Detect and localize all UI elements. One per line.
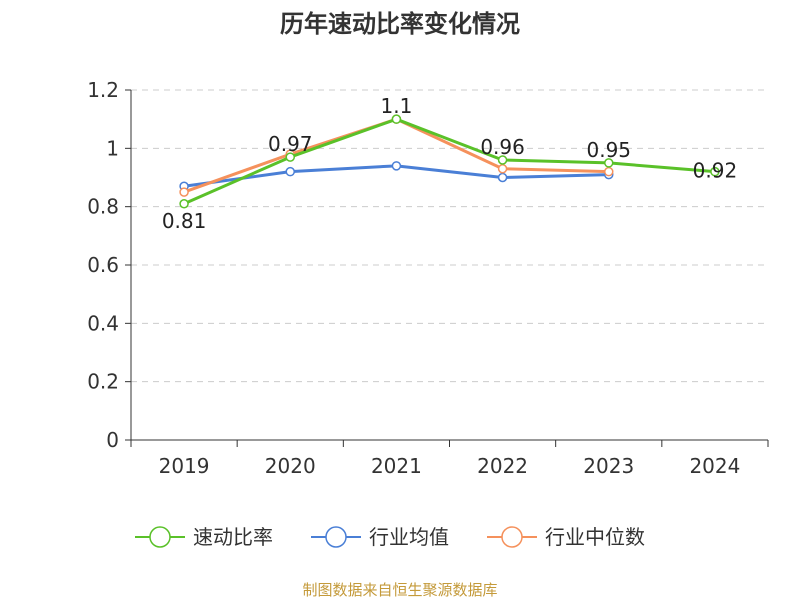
data-label: 0.92 xyxy=(693,159,738,183)
legend-label: 速动比率 xyxy=(193,525,273,549)
data-label: 1.1 xyxy=(381,94,413,118)
series-point-2[interactable] xyxy=(604,166,614,177)
x-tick-label: 2020 xyxy=(265,454,316,478)
y-tick-label: 0.4 xyxy=(87,311,119,335)
source-note: 制图数据来自恒生聚源数据库 xyxy=(302,581,497,599)
legend[interactable]: 速动比率 行业均值 行业中位数 xyxy=(135,525,645,549)
series-point-0[interactable] xyxy=(179,199,189,209)
data-label: 0.97 xyxy=(268,132,313,156)
series-line-0 xyxy=(183,117,716,206)
legend-item-1[interactable]: 行业均值 xyxy=(311,525,449,549)
series-line-2 xyxy=(183,117,609,194)
data-labels: 0.81 0.97 1.1 0.96 0.95 0.92 xyxy=(162,94,737,233)
y-tick-label: 1 xyxy=(106,136,119,160)
y-tick-label: 0.2 xyxy=(87,370,119,394)
series-point-0[interactable] xyxy=(497,155,508,165)
y-tick-label: 0 xyxy=(106,428,119,452)
series-point-0[interactable] xyxy=(710,166,720,177)
legend-swatch-marker xyxy=(501,526,523,548)
data-label: 0.81 xyxy=(162,209,207,233)
series-point-1[interactable] xyxy=(497,172,508,183)
data-label: 0.96 xyxy=(480,135,525,159)
grid-lines xyxy=(131,89,768,383)
series-point-1[interactable] xyxy=(285,166,295,177)
series-point-1[interactable] xyxy=(391,161,402,171)
series-point-0[interactable] xyxy=(285,152,295,162)
x-tick-label: 2019 xyxy=(159,454,210,478)
legend-item-0[interactable]: 速动比率 xyxy=(135,525,273,549)
legend-swatch-marker xyxy=(325,526,347,548)
x-tick-label: 2021 xyxy=(371,454,422,478)
x-tick-label: 2024 xyxy=(689,454,740,478)
y-tick-label: 0.8 xyxy=(87,195,119,219)
legend-swatch-marker xyxy=(149,526,171,548)
legend-item-2[interactable]: 行业中位数 xyxy=(487,525,645,549)
legend-label: 行业中位数 xyxy=(545,525,645,549)
series-lines xyxy=(179,114,720,209)
y-tick-label: 0.6 xyxy=(87,253,119,277)
series-point-0[interactable] xyxy=(391,114,402,124)
series-point-2[interactable] xyxy=(497,164,508,174)
legend-label: 行业均值 xyxy=(369,525,449,549)
y-tick-label: 1.2 xyxy=(87,78,119,102)
x-tick-label: 2022 xyxy=(477,454,528,478)
x-tick-label: 2023 xyxy=(583,454,634,478)
chart-title: 历年速动比率变化情况 xyxy=(280,10,520,38)
series-point-0[interactable] xyxy=(604,158,614,168)
data-label: 0.95 xyxy=(586,138,631,162)
series-point-2[interactable] xyxy=(179,187,189,197)
